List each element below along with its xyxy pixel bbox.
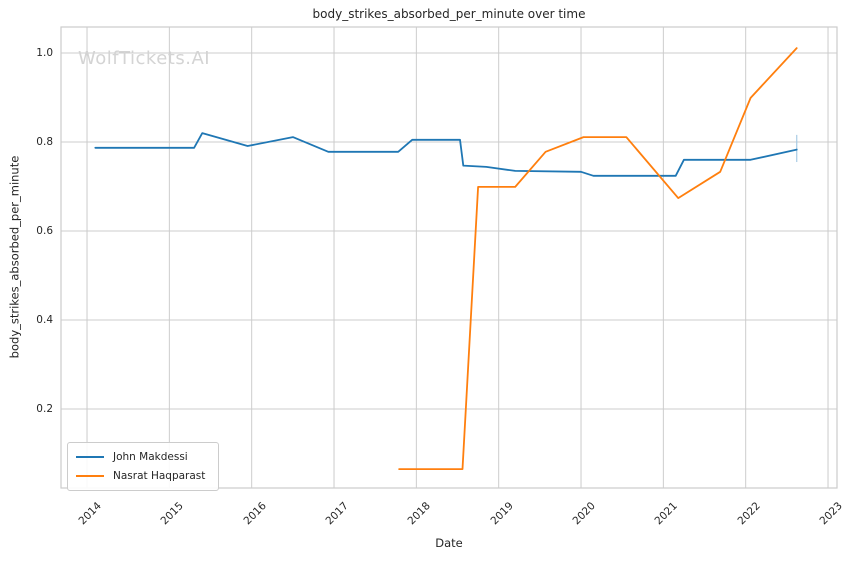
series-line-nasrat-haqparast bbox=[398, 47, 798, 471]
legend-entry-nasrat-haqparast: Nasrat Haqparast bbox=[76, 466, 210, 485]
legend-box: John Makdessi Nasrat Haqparast bbox=[67, 442, 219, 491]
watermark-text: WolfTickets.AI bbox=[78, 48, 211, 69]
chart-title: body_strikes_absorbed_per_minute over ti… bbox=[312, 7, 586, 21]
y-tick-label-0.8: 0.8 bbox=[36, 135, 53, 148]
plot-border bbox=[60, 26, 838, 489]
series-line-john-makdessi bbox=[94, 132, 798, 177]
legend-line-swatch-blue bbox=[76, 455, 104, 458]
y-tick-label-0.4: 0.4 bbox=[36, 314, 53, 326]
legend-label: Nasrat Haqparast bbox=[113, 469, 206, 482]
legend-entry-john-makdessi: John Makdessi bbox=[76, 447, 210, 466]
y-tick-label-0.6: 0.6 bbox=[36, 224, 53, 237]
legend-line-swatch-orange bbox=[76, 474, 104, 477]
legend-label: John Makdessi bbox=[113, 450, 188, 463]
y-tick-label-0.2: 0.2 bbox=[36, 403, 53, 415]
x-axis-label: Date bbox=[435, 536, 463, 550]
y-axis-label: body_strikes_absorbed_per_minute bbox=[7, 155, 22, 359]
y-tick-label-1.0: 1.0 bbox=[36, 46, 53, 59]
